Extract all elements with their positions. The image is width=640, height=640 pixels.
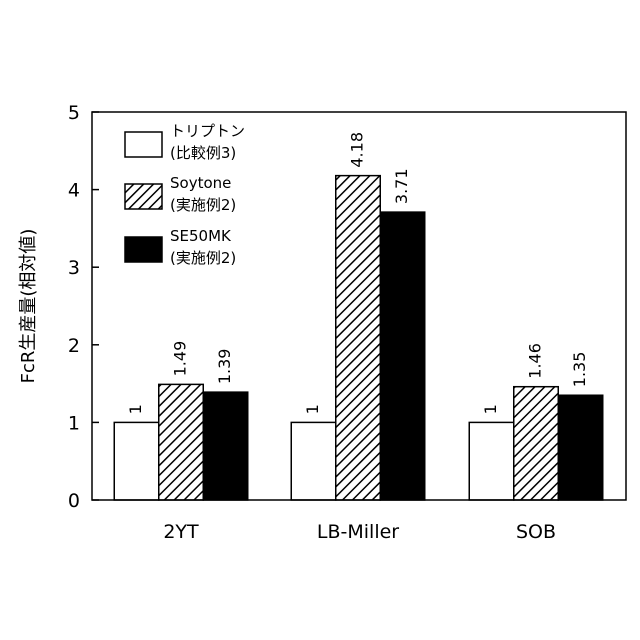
bar-2yt-series-3: [203, 392, 248, 500]
value-label: 4.18: [348, 132, 367, 168]
legend-label: (実施例2): [170, 196, 236, 214]
x-tick-label: SOB: [516, 521, 556, 543]
bar-2yt-series-2: [159, 384, 204, 500]
legend-label: トリプトン: [170, 122, 245, 140]
bar-2yt-series-1: [114, 422, 159, 500]
legend-swatch: [125, 132, 162, 157]
value-label: 1.35: [570, 352, 589, 388]
legend-swatch: [125, 237, 162, 262]
bar-lb-miller-series-2: [336, 176, 381, 500]
legend-swatch: [125, 184, 162, 209]
bars-layer: [114, 176, 603, 500]
bar-sob-series-2: [514, 387, 559, 500]
legend: トリプトン (比較例3) Soytone (実施例2) SE50MK (実施例2): [125, 122, 245, 267]
y-tick-label: 3: [68, 257, 80, 279]
value-label: 1.46: [526, 343, 545, 379]
y-tick-label: 1: [68, 412, 80, 434]
value-label: 1.49: [171, 341, 190, 377]
x-tick-label: 2YT: [163, 521, 199, 543]
value-label: 3.71: [392, 168, 411, 204]
value-label: 1: [303, 404, 322, 414]
y-tick-label: 2: [68, 335, 80, 357]
legend-label: SE50MK: [170, 227, 232, 245]
x-tick-label: LB-Miller: [317, 521, 399, 543]
bar-lb-miller-series-3: [380, 212, 425, 500]
y-axis-title: FcR生産量(相対値): [18, 229, 39, 384]
bar-sob-series-3: [558, 395, 603, 500]
value-label: 1.39: [215, 349, 234, 385]
y-axis: 0 1 2 3 4 5: [68, 102, 99, 512]
legend-label: Soytone: [170, 174, 231, 192]
y-tick-label: 5: [68, 102, 80, 124]
x-axis: 2YT LB-Miller SOB: [163, 521, 556, 543]
legend-label: (実施例2): [170, 249, 236, 267]
y-tick-label: 0: [68, 490, 80, 512]
value-label: 1: [126, 404, 145, 414]
value-label: 1: [481, 404, 500, 414]
bar-lb-miller-series-1: [291, 422, 336, 500]
bar-sob-series-1: [469, 422, 514, 500]
legend-label: (比較例3): [170, 144, 236, 162]
y-tick-label: 4: [68, 180, 80, 202]
